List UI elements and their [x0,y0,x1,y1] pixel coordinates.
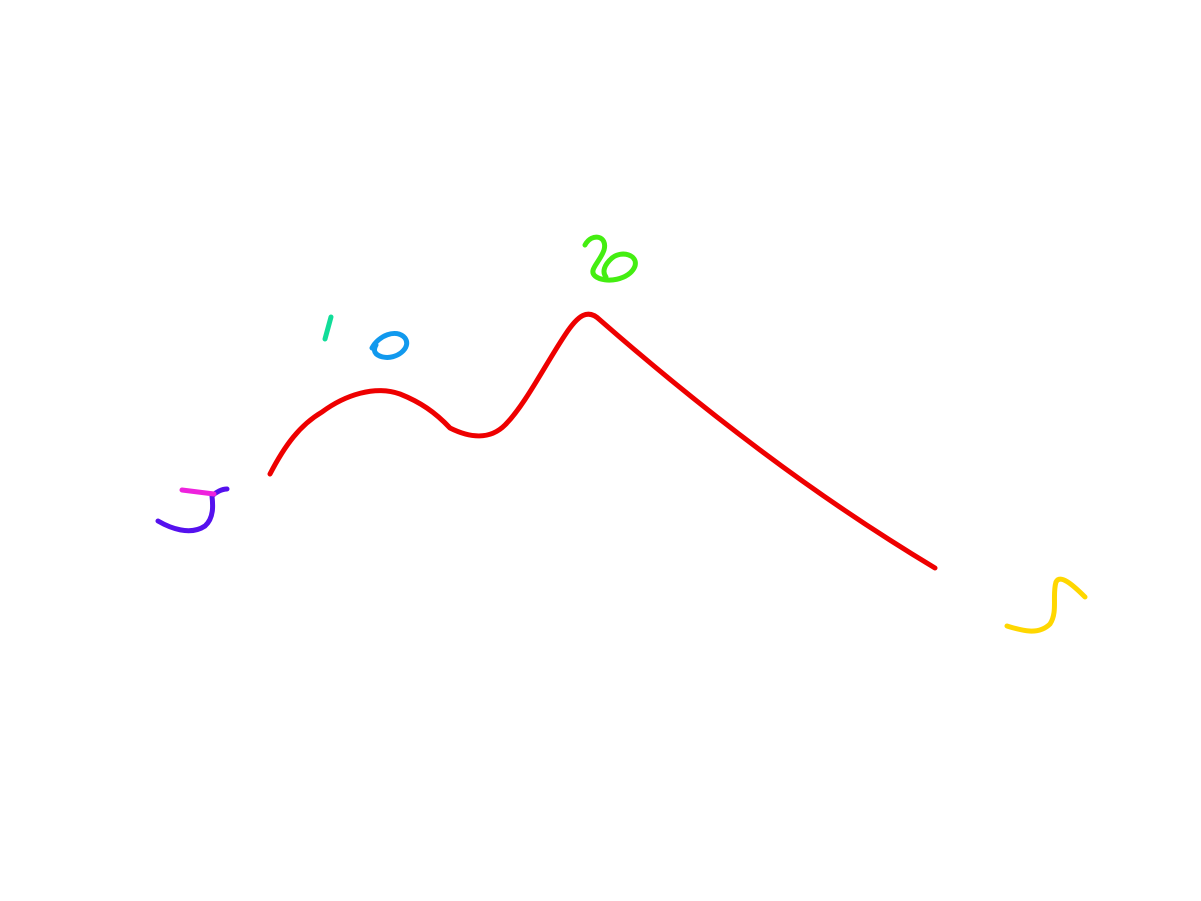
curve-stroke [267,311,938,571]
right-glyph [1004,576,1088,634]
left-hook-glyph [155,486,230,534]
top-glyph [582,234,638,283]
digit-one-glyph [322,314,334,342]
left-hook-bar [179,487,217,497]
digit-zero-glyph [369,331,410,360]
